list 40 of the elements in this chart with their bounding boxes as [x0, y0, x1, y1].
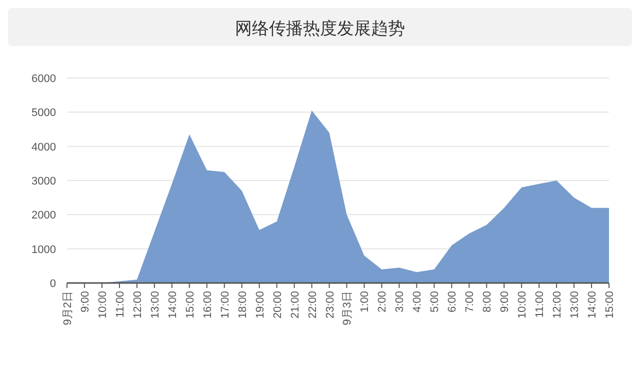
x-tick-label: 10:00 — [516, 291, 529, 319]
x-tick-label: 23:00 — [324, 291, 336, 319]
x-tick-label: 1:00 — [359, 291, 372, 312]
x-tick-label: 2:00 — [376, 291, 389, 312]
x-tick-label: 10:00 — [96, 291, 109, 319]
x-tick-label: 8:00 — [482, 291, 494, 312]
x-tick-label: 20:00 — [272, 291, 284, 319]
x-tick-label: 5:00 — [429, 291, 442, 312]
x-tick-label: 9月2日 — [62, 291, 74, 326]
x-tick-label: 3:00 — [394, 291, 406, 312]
x-tick-label: 9:00 — [79, 291, 92, 312]
x-tick-label: 22:00 — [306, 291, 319, 319]
x-tick-label: 14:00 — [586, 291, 599, 319]
y-tick-label: 4000 — [32, 141, 56, 154]
x-tick-label: 9月3日 — [342, 291, 354, 326]
x-tick-label: 12:00 — [132, 291, 144, 319]
x-tick-label: 6:00 — [446, 291, 459, 312]
x-tick-label: 11:00 — [534, 291, 546, 318]
x-tick-label: 17:00 — [219, 291, 232, 319]
x-tick-label: 9:00 — [499, 291, 512, 312]
x-tick-label: 16:00 — [202, 291, 214, 319]
x-tick-label: 11:00 — [114, 291, 126, 318]
y-tick-label: 1000 — [32, 244, 56, 256]
y-tick-label: 3000 — [32, 176, 56, 188]
chart-title: 网络传播热度发展趋势 — [235, 19, 405, 38]
x-tick-label: 14:00 — [166, 291, 179, 319]
x-tick-label: 4:00 — [412, 291, 424, 312]
x-tick-label: 7:00 — [464, 291, 476, 312]
x-tick-label: 12:00 — [552, 291, 564, 319]
x-tick-label: 13:00 — [149, 291, 162, 319]
y-tick-label: 0 — [50, 278, 56, 290]
x-tick-label: 15:00 — [184, 291, 196, 319]
x-tick-label: 13:00 — [569, 291, 582, 319]
x-tick-label: 15:00 — [604, 291, 616, 319]
x-tick-label: 18:00 — [236, 291, 249, 319]
x-tick-label: 21:00 — [289, 291, 302, 319]
y-tick-label: 5000 — [32, 107, 56, 120]
y-tick-label: 6000 — [32, 73, 56, 85]
y-tick-label: 2000 — [32, 210, 56, 222]
x-tick-label: 19:00 — [254, 291, 266, 319]
